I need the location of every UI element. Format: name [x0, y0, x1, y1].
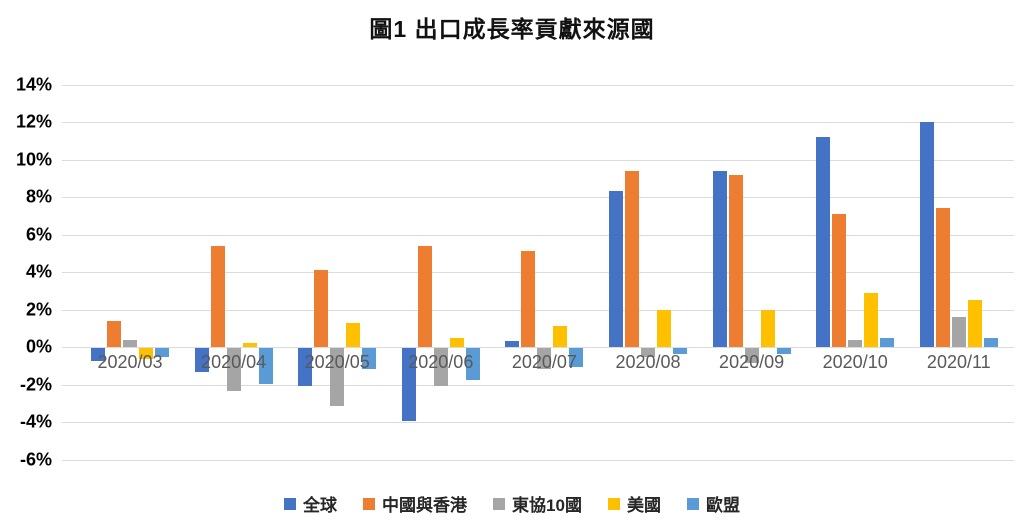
y-axis-tick-label: 8% [25, 186, 52, 207]
bar-美國-2020/08 [657, 309, 671, 347]
bar-歐盟-2020/08 [673, 348, 687, 354]
legend-swatch-icon [686, 497, 699, 510]
y-axis-tick-label: -4% [19, 411, 52, 432]
bar-中國與香港-2020/08 [625, 170, 639, 347]
bar-中國與香港-2020/03 [107, 320, 121, 347]
y-axis-tick-label: 14% [15, 74, 52, 94]
y-axis-tick-label: 4% [25, 261, 52, 282]
bar-東協10國-2020/07 [537, 348, 552, 369]
y-axis-tick-label: 6% [25, 224, 52, 244]
gridline [62, 234, 1014, 236]
bar-美國-2020/03 [139, 348, 153, 360]
gridline [62, 347, 1014, 348]
gridline [62, 384, 1014, 386]
chart-title: 圖1 出口成長率貢獻來源國 [369, 16, 655, 42]
legend-item-歐盟: 歐盟 [686, 491, 740, 516]
bar-全球-2020/06 [401, 348, 416, 422]
bar-中國與香港-2020/05 [314, 270, 329, 347]
legend-item-美國: 美國 [607, 491, 661, 516]
bar-東協10國-2020/05 [330, 348, 345, 407]
bar-全球-2020/11 [919, 122, 934, 347]
bar-歐盟-2020/06 [465, 348, 480, 380]
x-axis-label: 2020/08 [615, 352, 681, 372]
bar-美國-2020/05 [346, 322, 361, 347]
gridline [62, 159, 1014, 161]
legend-label: 全球 [303, 496, 338, 515]
legend-swatch-icon [607, 497, 620, 510]
x-axis-label: 2020/09 [719, 352, 785, 372]
bar-東協10國-2020/08 [641, 348, 655, 358]
bar-美國-2020/04 [242, 343, 257, 347]
bar-歐盟-2020/11 [983, 337, 998, 347]
legend-item-東協10國: 東協10國 [493, 491, 582, 516]
legend-label: 歐盟 [705, 496, 740, 515]
bar-中國與香港-2020/11 [935, 208, 950, 347]
x-axis-label: 2020/04 [201, 352, 267, 372]
gridline [62, 84, 1014, 86]
bar-中國與香港-2020/10 [832, 213, 847, 347]
chart-legend: 全球 中國與香港 東協10國 美國 歐盟 [0, 491, 1024, 516]
y-axis-tick-label: 12% [15, 111, 52, 132]
bar-東協10國-2020/04 [226, 348, 241, 392]
x-axis-label: 2020/05 [304, 352, 370, 372]
bar-全球-2020/09 [712, 170, 727, 347]
y-axis-tick-label: -2% [19, 374, 52, 394]
y-axis-tick-label: 0% [25, 336, 52, 357]
bar-東協10國-2020/11 [951, 317, 966, 347]
x-axis-label: 2020/10 [822, 352, 888, 372]
bar-全球-2020/08 [609, 191, 623, 347]
x-axis-label: 2020/11 [926, 352, 991, 372]
bar-中國與香港-2020/06 [417, 245, 432, 347]
bar-歐盟-2020/05 [362, 348, 377, 369]
legend-label: 中國與香港 [382, 496, 468, 515]
legend-swatch-icon [493, 497, 506, 510]
bar-美國-2020/10 [864, 292, 879, 347]
gridline [62, 122, 1014, 123]
legend-label: 東協10國 [512, 496, 582, 515]
legend-item-全球: 全球 [284, 491, 337, 516]
bar-歐盟-2020/03 [155, 348, 169, 358]
bar-中國與香港-2020/09 [728, 174, 743, 347]
bar-美國-2020/09 [760, 309, 775, 347]
y-axis-tick-label: -6% [19, 449, 52, 469]
gridline [62, 197, 1014, 198]
gridline [62, 459, 1014, 461]
legend-swatch-icon [284, 497, 297, 510]
x-axis-label: 2020/03 [97, 352, 163, 372]
y-axis-tick-label: 2% [25, 299, 52, 319]
x-axis-label: 2020/06 [408, 352, 474, 372]
bar-東協10國-2020/06 [433, 348, 448, 386]
bar-全球-2020/03 [91, 348, 105, 362]
bar-全球-2020/07 [505, 341, 520, 347]
bar-美國-2020/11 [967, 300, 982, 347]
bar-中國與香港-2020/04 [210, 245, 225, 347]
bar-全球-2020/10 [816, 137, 831, 347]
legend-label: 美國 [626, 496, 661, 515]
bar-歐盟-2020/07 [569, 348, 584, 367]
gridline [62, 309, 1014, 311]
bar-美國-2020/06 [449, 337, 464, 347]
bar-全球-2020/05 [298, 348, 313, 386]
legend-swatch-icon [363, 497, 376, 510]
bar-歐盟-2020/04 [258, 348, 273, 384]
bar-歐盟-2020/10 [880, 337, 895, 347]
bar-東協10國-2020/10 [848, 339, 863, 347]
x-axis-label: 2020/07 [511, 352, 577, 372]
gridline [62, 422, 1014, 423]
bar-東協10國-2020/03 [123, 339, 137, 347]
bar-東協10國-2020/09 [744, 348, 759, 363]
bar-中國與香港-2020/07 [521, 251, 536, 347]
bar-全球-2020/04 [194, 348, 209, 373]
gridline [62, 272, 1014, 273]
legend-item-中國與香港: 中國與香港 [363, 491, 467, 516]
bar-美國-2020/07 [553, 326, 568, 347]
bar-歐盟-2020/09 [776, 348, 791, 354]
y-axis-tick-label: 10% [15, 149, 52, 169]
